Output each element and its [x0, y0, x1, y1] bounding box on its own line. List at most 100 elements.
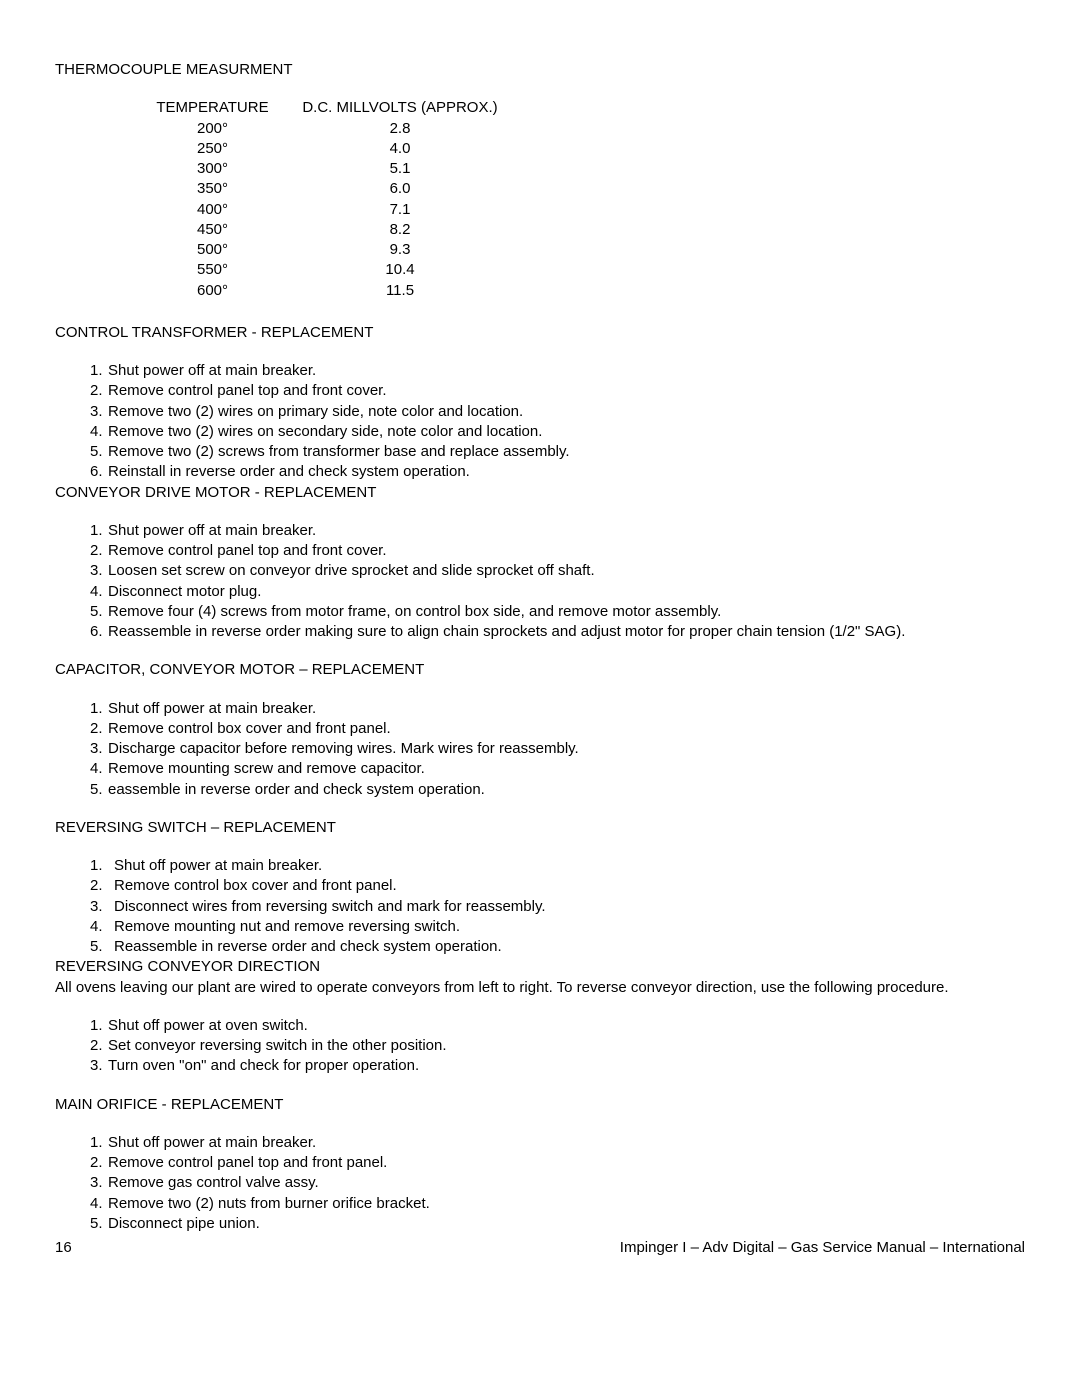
list-item: 2.Remove control box cover and front pan… — [90, 876, 1025, 896]
item-text: Remove two (2) nuts from burner orifice … — [108, 1194, 430, 1214]
list-item: 3.Loosen set screw on conveyor drive spr… — [90, 561, 1025, 581]
item-number: 6. — [90, 462, 108, 482]
conveyor-drive-heading: CONVEYOR DRIVE MOTOR - REPLACEMENT — [55, 483, 1025, 503]
col-header-millivolts: D.C. MILLVOLTS (APPROX.) — [300, 98, 500, 118]
reversing-switch-list: 1.Shut off power at main breaker. 2.Remo… — [55, 856, 1025, 957]
item-number: 2. — [90, 381, 108, 401]
temp-cell: 250° — [125, 139, 300, 159]
mv-cell: 9.3 — [300, 240, 500, 260]
temp-cell: 600° — [125, 281, 300, 301]
control-transformer-list: 1.Shut power off at main breaker. 2.Remo… — [55, 361, 1025, 483]
item-text: Remove mounting nut and remove reversing… — [114, 917, 460, 937]
item-number: 6. — [90, 622, 108, 642]
item-text: Shut off power at main breaker. — [108, 1133, 316, 1153]
item-number: 4. — [90, 1194, 108, 1214]
item-number: 3. — [90, 1056, 108, 1076]
thermocouple-heading: THERMOCOUPLE MEASURMENT — [55, 60, 1025, 80]
item-text: Disconnect pipe union. — [108, 1214, 260, 1234]
item-text: Shut off power at main breaker. — [114, 856, 322, 876]
item-text: Discharge capacitor before removing wire… — [108, 739, 579, 759]
list-item: 5.Remove four (4) screws from motor fram… — [90, 602, 1025, 622]
mv-cell: 7.1 — [300, 200, 500, 220]
item-text: Set conveyor reversing switch in the oth… — [108, 1036, 447, 1056]
item-text: Remove mounting screw and remove capacit… — [108, 759, 425, 779]
table-row: 200°2.8 — [125, 119, 1025, 139]
list-item: 4.Remove two (2) wires on secondary side… — [90, 422, 1025, 442]
table-row: 500°9.3 — [125, 240, 1025, 260]
item-text: Disconnect motor plug. — [108, 582, 261, 602]
temp-cell: 350° — [125, 179, 300, 199]
item-number: 5. — [90, 1214, 108, 1234]
item-text: Shut power off at main breaker. — [108, 361, 316, 381]
table-row: 350°6.0 — [125, 179, 1025, 199]
list-item: 4.Remove two (2) nuts from burner orific… — [90, 1194, 1025, 1214]
list-item: 4.Disconnect motor plug. — [90, 582, 1025, 602]
item-number: 1. — [90, 699, 108, 719]
mv-cell: 6.0 — [300, 179, 500, 199]
item-number: 1. — [90, 521, 108, 541]
item-number: 2. — [90, 876, 114, 896]
list-item: 1.Shut off power at oven switch. — [90, 1016, 1025, 1036]
temp-cell: 500° — [125, 240, 300, 260]
item-number: 1. — [90, 361, 108, 381]
item-text: Reassemble in reverse order and check sy… — [114, 937, 502, 957]
conveyor-drive-list: 1.Shut power off at main breaker. 2.Remo… — [55, 521, 1025, 643]
capacitor-list: 1.Shut off power at main breaker. 2.Remo… — [55, 699, 1025, 800]
temp-cell: 550° — [125, 260, 300, 280]
list-item: 4.Remove mounting screw and remove capac… — [90, 759, 1025, 779]
item-number: 2. — [90, 1036, 108, 1056]
list-item: 2.Remove control box cover and front pan… — [90, 719, 1025, 739]
temp-cell: 300° — [125, 159, 300, 179]
mv-cell: 2.8 — [300, 119, 500, 139]
list-item: 2.Remove control panel top and front pan… — [90, 1153, 1025, 1173]
table-row: 250°4.0 — [125, 139, 1025, 159]
list-item: 4.Remove mounting nut and remove reversi… — [90, 917, 1025, 937]
list-item: 3.Discharge capacitor before removing wi… — [90, 739, 1025, 759]
item-text: Turn oven "on" and check for proper oper… — [108, 1056, 419, 1076]
item-number: 5. — [90, 780, 108, 800]
item-text: Remove two (2) wires on secondary side, … — [108, 422, 542, 442]
table-header-row: TEMPERATURE D.C. MILLVOLTS (APPROX.) — [125, 98, 1025, 118]
item-text: Shut off power at main breaker. — [108, 699, 316, 719]
item-text: Shut power off at main breaker. — [108, 521, 316, 541]
page-number: 16 — [55, 1238, 72, 1258]
item-number: 5. — [90, 937, 114, 957]
mv-cell: 11.5 — [300, 281, 500, 301]
thermocouple-table: TEMPERATURE D.C. MILLVOLTS (APPROX.) 200… — [125, 98, 1025, 301]
page-footer: 16 Impinger I – Adv Digital – Gas Servic… — [55, 1238, 1025, 1258]
item-text: eassemble in reverse order and check sys… — [108, 780, 485, 800]
table-row: 600°11.5 — [125, 281, 1025, 301]
temp-cell: 450° — [125, 220, 300, 240]
footer-title: Impinger I – Adv Digital – Gas Service M… — [620, 1238, 1025, 1258]
list-item: 5.eassemble in reverse order and check s… — [90, 780, 1025, 800]
list-item: 1.Shut power off at main breaker. — [90, 521, 1025, 541]
list-item: 3.Turn oven "on" and check for proper op… — [90, 1056, 1025, 1076]
table-row: 400°7.1 — [125, 200, 1025, 220]
item-number: 5. — [90, 442, 108, 462]
item-text: Remove two (2) wires on primary side, no… — [108, 402, 523, 422]
item-text: Shut off power at oven switch. — [108, 1016, 308, 1036]
reversing-direction-heading: REVERSING CONVEYOR DIRECTION — [55, 957, 1025, 977]
item-text: Remove gas control valve assy. — [108, 1173, 319, 1193]
capacitor-heading: CAPACITOR, CONVEYOR MOTOR – REPLACEMENT — [55, 660, 1025, 680]
main-orifice-list: 1.Shut off power at main breaker. 2.Remo… — [55, 1133, 1025, 1234]
list-item: 1.Shut off power at main breaker. — [90, 699, 1025, 719]
item-text: Remove control panel top and front cover… — [108, 541, 387, 561]
item-number: 4. — [90, 582, 108, 602]
list-item: 3.Remove gas control valve assy. — [90, 1173, 1025, 1193]
item-number: 2. — [90, 541, 108, 561]
col-header-temperature: TEMPERATURE — [125, 98, 300, 118]
item-number: 3. — [90, 1173, 108, 1193]
item-text: Remove control panel top and front panel… — [108, 1153, 387, 1173]
table-row: 300°5.1 — [125, 159, 1025, 179]
list-item: 1.Shut power off at main breaker. — [90, 361, 1025, 381]
temp-cell: 400° — [125, 200, 300, 220]
mv-cell: 5.1 — [300, 159, 500, 179]
item-number: 4. — [90, 759, 108, 779]
item-number: 3. — [90, 739, 108, 759]
item-text: Remove two (2) screws from transformer b… — [108, 442, 570, 462]
item-text: Loosen set screw on conveyor drive sproc… — [108, 561, 595, 581]
item-text: Remove control panel top and front cover… — [108, 381, 387, 401]
control-transformer-heading: CONTROL TRANSFORMER - REPLACEMENT — [55, 323, 1025, 343]
list-item: 5.Reassemble in reverse order and check … — [90, 937, 1025, 957]
